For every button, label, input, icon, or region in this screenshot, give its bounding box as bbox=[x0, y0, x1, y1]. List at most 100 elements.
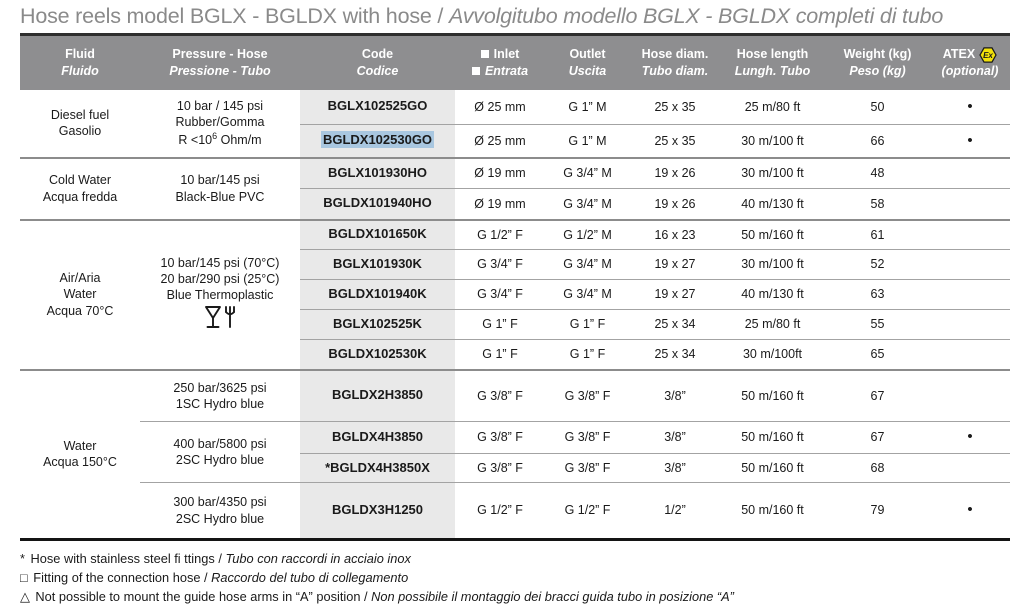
pressure-cell: 250 bar/3625 psi 1SC Hydro blue bbox=[140, 369, 300, 422]
col-header-outlet: Outlet Uscita bbox=[545, 34, 630, 90]
fluid-cell: Water Acqua 150°C bbox=[20, 369, 140, 541]
pressure-cell: 10 bar / 145 psi Rubber/Gomma R <106 Ohm/m bbox=[140, 89, 300, 159]
atex-cell: • bbox=[930, 482, 1010, 541]
inlet-cell: G 3/8” F bbox=[455, 369, 545, 422]
diam-cell: 19 x 26 bbox=[630, 188, 720, 221]
length-cell: 40 m/130 ft bbox=[720, 279, 825, 310]
length-cell: 30 m/100 ft bbox=[720, 124, 825, 159]
outlet-cell: G 1” M bbox=[545, 89, 630, 125]
col-header-inlet: Inlet Entrata bbox=[455, 34, 545, 90]
code-cell: BGLX102525GO bbox=[300, 89, 455, 125]
col-header-hose-diam: Hose diam. Tubo diam. bbox=[630, 34, 720, 90]
triangle-marker: △ bbox=[20, 589, 30, 605]
weight-cell: 68 bbox=[825, 453, 930, 483]
diam-cell: 1/2” bbox=[630, 482, 720, 541]
length-cell: 25 m/80 ft bbox=[720, 89, 825, 125]
weight-cell: 67 bbox=[825, 369, 930, 422]
diam-cell: 3/8” bbox=[630, 421, 720, 454]
atex-cell bbox=[930, 219, 1010, 250]
inlet-cell: Ø 19 mm bbox=[455, 157, 545, 189]
code-cell: BGLDX4H3850 bbox=[300, 421, 455, 454]
pressure-line: 1SC Hydro blue bbox=[175, 396, 265, 411]
food-safe-icon bbox=[205, 306, 235, 329]
pressure-cell: 300 bar/4350 psi 2SC Hydro blue bbox=[140, 482, 300, 541]
atex-cell bbox=[930, 157, 1010, 189]
pressure-line: 10 bar / 145 psi bbox=[176, 99, 264, 114]
diam-cell: 3/8” bbox=[630, 369, 720, 422]
white-square-icon bbox=[471, 66, 480, 75]
outlet-cell: G 1” M bbox=[545, 124, 630, 159]
weight-cell: 48 bbox=[825, 157, 930, 189]
asterisk-marker: * bbox=[20, 551, 25, 566]
atex-cell bbox=[930, 249, 1010, 280]
page-title-italian: Avvolgitubo modello BGLX - BGLDX complet… bbox=[448, 4, 944, 28]
outlet-cell: G 3/4” M bbox=[545, 157, 630, 189]
pressure-cell: 400 bar/5800 psi 2SC Hydro blue bbox=[140, 421, 300, 483]
weight-cell: 79 bbox=[825, 482, 930, 541]
table-row: BGLDX101940HO Ø 19 mm G 3/4” M 19 x 26 40 m/… bbox=[20, 188, 1010, 221]
col-header-atex: ATEX Ex (optional) bbox=[930, 34, 1010, 90]
weight-cell: 63 bbox=[825, 279, 930, 310]
text-segment: R <10 bbox=[178, 132, 213, 147]
length-cell: 50 m/160 ft bbox=[720, 369, 825, 422]
atex-cell bbox=[930, 339, 1010, 371]
pressure-line: 20 bar/290 psi (25°C) bbox=[160, 271, 280, 286]
outlet-cell: G 1” F bbox=[545, 339, 630, 371]
length-cell: 50 m/160 ft bbox=[720, 453, 825, 483]
code-cell: BGLDX102530GO bbox=[300, 124, 455, 159]
svg-text:Ex: Ex bbox=[983, 51, 993, 60]
length-cell: 30 m/100ft bbox=[720, 339, 825, 371]
outlet-cell: G 3/4” M bbox=[545, 188, 630, 221]
diam-cell: 25 x 35 bbox=[630, 89, 720, 125]
length-cell: 40 m/130 ft bbox=[720, 188, 825, 221]
code-cell: BGLDX3H1250 bbox=[300, 482, 455, 541]
inlet-cell: G 1/2” F bbox=[455, 482, 545, 541]
superscript: 6 bbox=[212, 130, 218, 141]
footnote-guide-arms: △ Not possible to mount the guide hose a… bbox=[20, 587, 1029, 606]
col-header-weight: Weight (kg) Peso (kg) bbox=[825, 34, 930, 90]
atex-cell bbox=[930, 369, 1010, 422]
weight-cell: 67 bbox=[825, 421, 930, 454]
fluid-label: Acqua 70°C bbox=[46, 303, 114, 318]
length-cell: 50 m/160 ft bbox=[720, 421, 825, 454]
pressure-line: 10 bar/145 psi (70°C) bbox=[160, 255, 280, 270]
selected-code-text[interactable]: BGLDX102530GO bbox=[320, 131, 435, 149]
pressure-line: 2SC Hydro blue bbox=[175, 511, 265, 526]
outlet-cell: G 1/2” F bbox=[545, 482, 630, 541]
diam-cell: 25 x 35 bbox=[630, 124, 720, 159]
atex-cell bbox=[930, 453, 1010, 483]
pressure-line: R <106 Ohm/m bbox=[142, 131, 298, 148]
inlet-cell: G 3/4” F bbox=[455, 249, 545, 280]
pressure-line: 2SC Hydro blue bbox=[175, 453, 265, 467]
length-cell: 50 m/160 ft bbox=[720, 219, 825, 250]
table-row: 300 bar/4350 psi 2SC Hydro blue BGLDX3H125… bbox=[20, 482, 1010, 541]
footnote-stainless: * Hose with stainless steel fi ttings / … bbox=[20, 549, 1029, 568]
atex-available-dot: • bbox=[967, 428, 973, 446]
table-row: Diesel fuel Gasolio 10 bar / 145 psi Rubber… bbox=[20, 89, 1010, 159]
page-title: Hose reels model BGLX - BGLDX with hose … bbox=[20, 4, 1029, 29]
title-divider: / bbox=[431, 4, 449, 28]
inlet-cell: Ø 19 mm bbox=[455, 188, 545, 221]
atex-cell: • bbox=[930, 89, 1010, 125]
fluid-cell: Air/Aria Water Acqua 70°C bbox=[20, 219, 140, 371]
weight-cell: 50 bbox=[825, 89, 930, 125]
food-safe-icon-wrap bbox=[142, 305, 298, 334]
code-cell: BGLDX101940K bbox=[300, 279, 455, 310]
diam-cell: 19 x 26 bbox=[630, 157, 720, 189]
footnotes: * Hose with stainless steel fi ttings / … bbox=[20, 549, 1029, 607]
pressure-line: 10 bar/145 psi bbox=[180, 173, 260, 188]
pressure-line: 250 bar/3625 psi bbox=[173, 380, 267, 395]
pressure-line: 300 bar/4350 psi bbox=[173, 495, 267, 510]
code-cell: BGLDX102530K bbox=[300, 339, 455, 371]
atex-cell bbox=[930, 309, 1010, 340]
weight-cell: 55 bbox=[825, 309, 930, 340]
outlet-cell: G 1” F bbox=[545, 309, 630, 340]
text-segment: Ohm/m bbox=[217, 132, 262, 147]
weight-cell: 65 bbox=[825, 339, 930, 371]
table-row: Cold Water Acqua fredda 10 bar/145 psi Blac… bbox=[20, 157, 1010, 221]
atex-available-dot: • bbox=[967, 501, 973, 519]
